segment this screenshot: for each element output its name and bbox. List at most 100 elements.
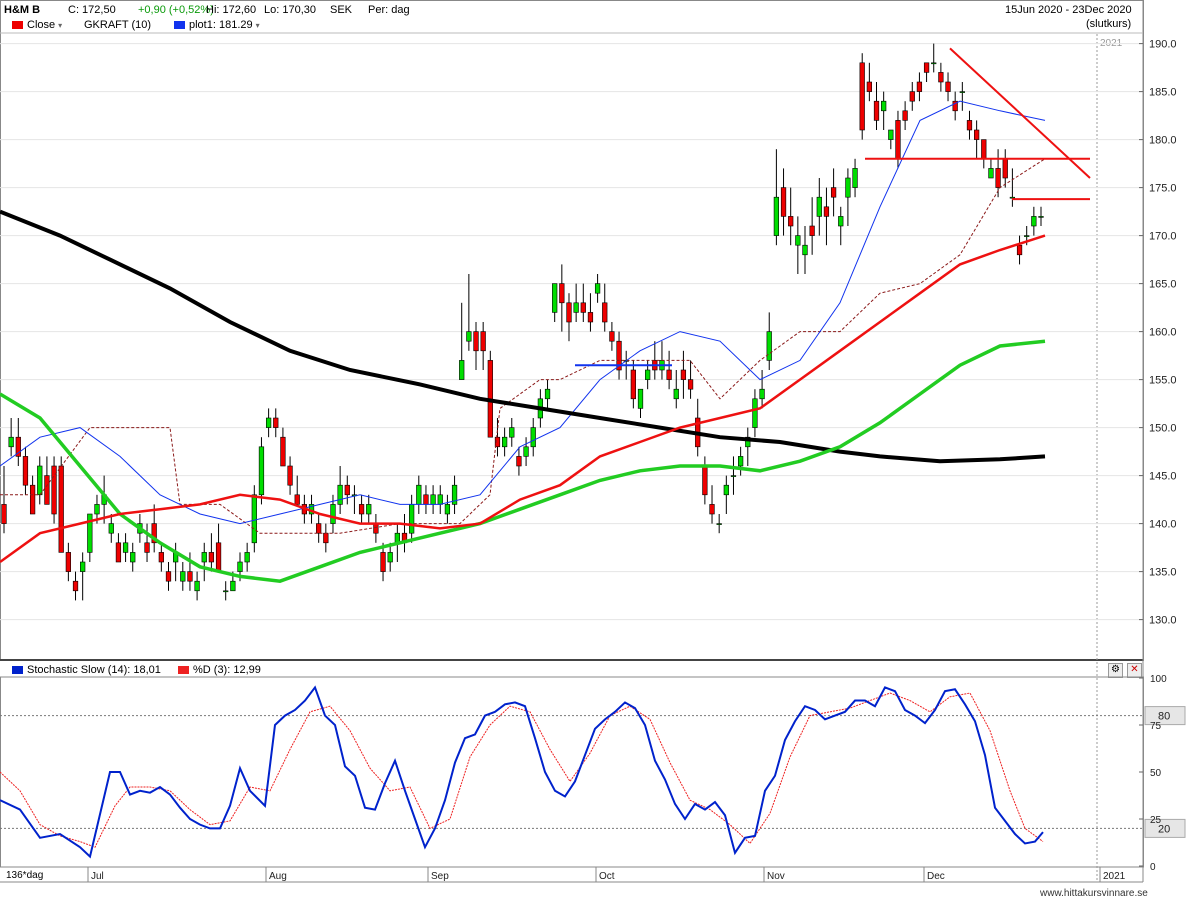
candle-body xyxy=(823,206,830,217)
candle-body xyxy=(680,369,687,380)
bar-count-label: 136*dag xyxy=(6,870,44,881)
candle-body xyxy=(437,494,443,505)
candle-body xyxy=(659,360,665,371)
candle-body xyxy=(830,187,837,198)
candle-body xyxy=(716,523,722,525)
month-label: Jul xyxy=(91,871,104,882)
change-value: +0,90 (+0,52%) xyxy=(138,4,214,16)
candle-body xyxy=(752,398,758,428)
legend-gkraft[interactable]: GKRAFT (10) xyxy=(84,19,152,31)
candle-body xyxy=(330,504,336,524)
stoch-level-box xyxy=(1144,706,1186,726)
candle-body xyxy=(358,504,365,515)
price-tick-label: 130.0 xyxy=(1149,615,1177,627)
stoch-level-label: 20 xyxy=(1158,823,1170,835)
candle-body xyxy=(544,388,551,400)
candle-body xyxy=(945,81,951,92)
candle-body xyxy=(1024,235,1030,237)
close-icon[interactable]: ✕ xyxy=(1127,663,1142,678)
candle-body xyxy=(745,436,751,448)
chevron-down-icon[interactable]: ▾ xyxy=(255,21,260,30)
stoch-tick-label: 0 xyxy=(1150,862,1156,873)
candle-body xyxy=(859,62,865,131)
candle-body xyxy=(187,571,193,582)
stoch-tick-label: 75 xyxy=(1150,721,1162,732)
candle-body xyxy=(988,168,994,179)
candle-body xyxy=(902,110,908,121)
candle-body xyxy=(1016,244,1023,256)
candle-body xyxy=(480,331,486,352)
stoch-tick-label: 100 xyxy=(1150,674,1167,685)
candle-body xyxy=(873,100,880,121)
candle-body xyxy=(759,388,765,400)
stoch-slow-label: Stochastic Slow (14): 18,01 xyxy=(27,664,161,676)
candle-body xyxy=(223,590,229,593)
ma-red-line xyxy=(0,234,1046,564)
ma-blue-line xyxy=(0,100,1046,525)
candle-body xyxy=(22,456,29,486)
candle-body xyxy=(566,302,572,323)
ma-black-line xyxy=(0,209,1046,464)
candle-body xyxy=(294,494,300,505)
candle-body xyxy=(101,494,107,505)
wrench-icon[interactable]: ⚙ xyxy=(1108,663,1123,678)
candle-body xyxy=(738,456,744,467)
stoch-panel-frame xyxy=(0,676,1144,868)
ticker-label: H&M B xyxy=(4,4,41,16)
candle-body xyxy=(652,360,658,371)
candle-body xyxy=(623,360,629,362)
currency-label: SEK xyxy=(330,4,353,16)
candle-body xyxy=(337,484,343,505)
candle-body xyxy=(602,302,608,323)
price-tick-label: 145.0 xyxy=(1149,471,1177,483)
candle-body xyxy=(194,580,200,592)
candle-body xyxy=(230,580,236,592)
candle-body xyxy=(301,504,307,515)
stoch-legend-d: %D (3): 12,99 xyxy=(178,664,261,676)
candle-body xyxy=(8,436,14,448)
candle-body xyxy=(709,504,715,515)
month-label: 2021 xyxy=(1103,871,1126,882)
candle-body xyxy=(559,283,565,304)
candle-body xyxy=(380,552,386,572)
candle-body xyxy=(1038,216,1044,218)
candle-body xyxy=(244,552,250,563)
month-label: Sep xyxy=(431,871,449,882)
candle-body xyxy=(37,465,43,496)
candle-body xyxy=(323,532,329,544)
candle-body xyxy=(287,465,293,486)
candle-body xyxy=(308,504,315,515)
legend-plot1[interactable]: plot1: 181.29 ▾ xyxy=(174,19,260,31)
price-tick-label: 135.0 xyxy=(1149,567,1177,579)
chevron-down-icon[interactable]: ▾ xyxy=(58,21,63,30)
candle-body xyxy=(108,523,114,534)
candle-body xyxy=(673,388,679,400)
candle-body xyxy=(430,494,436,505)
candle-body xyxy=(401,532,408,544)
price-tick-label: 160.0 xyxy=(1149,327,1177,339)
candle-body xyxy=(65,552,71,572)
candle-body xyxy=(487,360,493,438)
candle-body xyxy=(523,446,529,457)
legend-close[interactable]: Close ▾ xyxy=(12,19,62,31)
month-label: Nov xyxy=(767,871,785,882)
ma-green-line xyxy=(0,339,1046,583)
candle-body xyxy=(473,331,479,352)
candle-body xyxy=(923,62,930,73)
candle-body xyxy=(51,465,57,515)
candle-body xyxy=(509,427,515,438)
close-value: C: 172,50 xyxy=(68,4,116,16)
candle-body xyxy=(409,504,415,534)
candle-body xyxy=(416,484,422,505)
candle-body xyxy=(788,216,794,227)
candle-body xyxy=(645,369,651,380)
stoch-d-swatch xyxy=(178,666,189,675)
candle-body xyxy=(387,552,393,563)
candle-body xyxy=(72,580,79,592)
candle-body xyxy=(173,552,179,563)
candle-body xyxy=(952,100,958,112)
candle-body xyxy=(94,504,100,515)
candle-body xyxy=(423,494,429,505)
price-tick-label: 140.0 xyxy=(1149,519,1177,531)
